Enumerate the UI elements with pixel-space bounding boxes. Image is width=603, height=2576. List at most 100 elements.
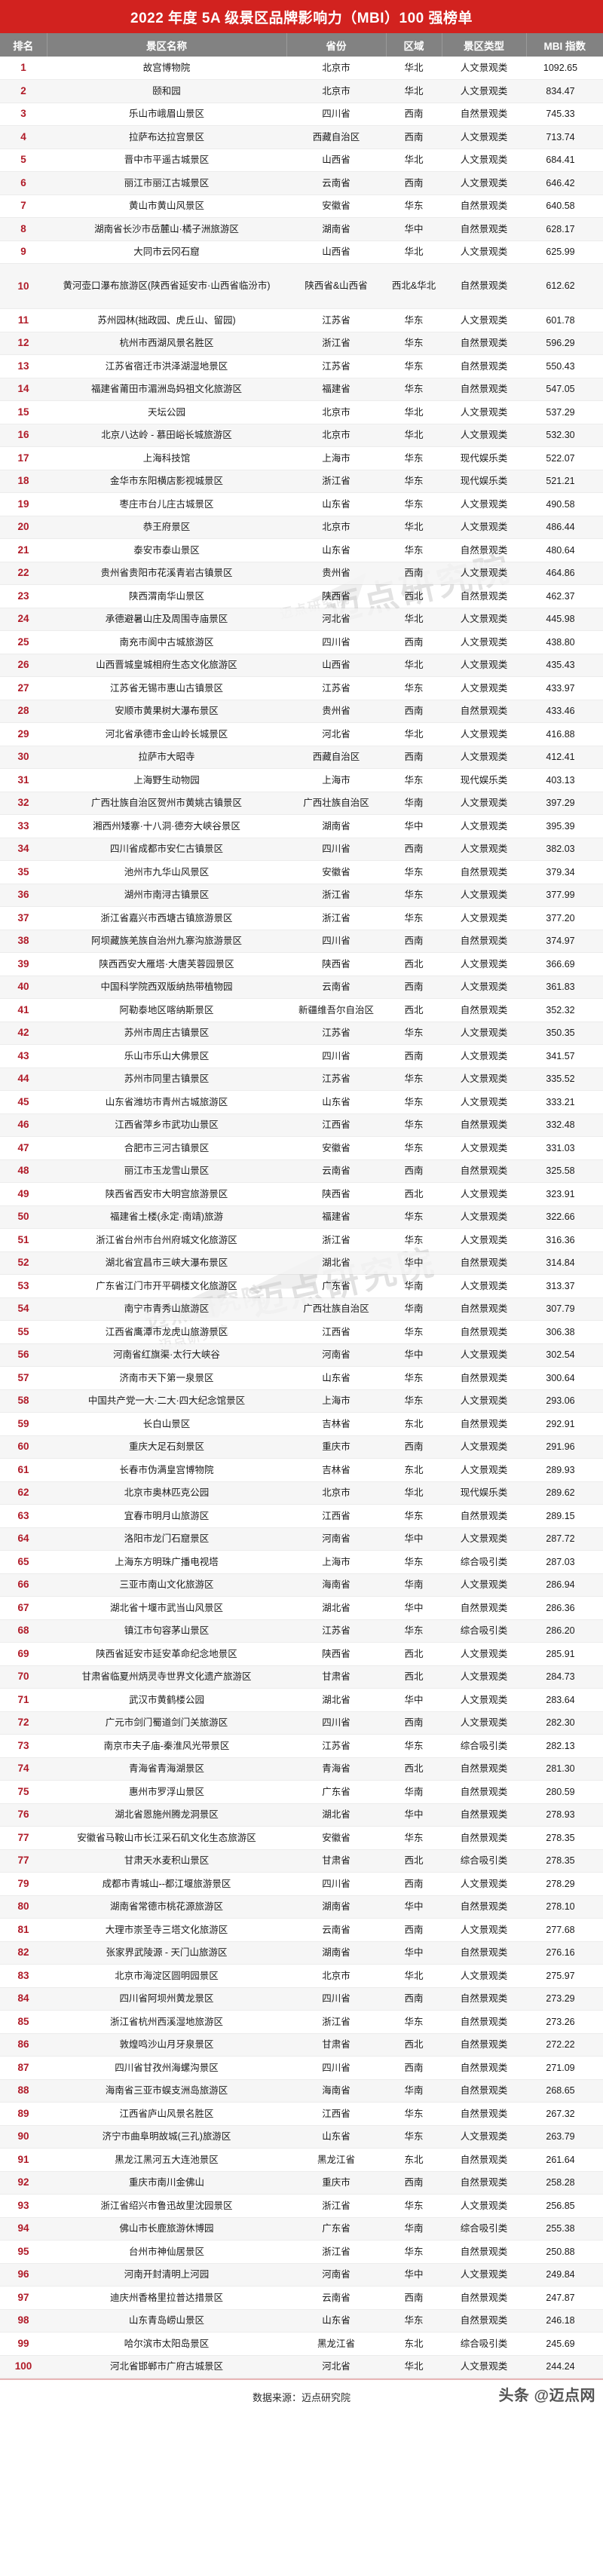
table-row[interactable]: 90 济宁市曲阜明故城(三孔)旅游区 山东省 华东 人文景观类 263.79 bbox=[0, 2125, 603, 2149]
table-row[interactable]: 82 张家界武陵源 - 天门山旅游区 湖南省 华中 自然景观类 276.16 bbox=[0, 1941, 603, 1965]
table-row[interactable]: 66 三亚市南山文化旅游区 海南省 华南 人文景观类 286.94 bbox=[0, 1573, 603, 1597]
table-row[interactable]: 96 河南开封清明上河园 河南省 华中 人文景观类 249.84 bbox=[0, 2263, 603, 2287]
table-row[interactable]: 44 苏州市同里古镇景区 江苏省 华东 人文景观类 335.52 bbox=[0, 1067, 603, 1091]
table-row[interactable]: 92 重庆市南川金佛山 重庆市 西南 自然景观类 258.28 bbox=[0, 2171, 603, 2195]
table-row[interactable]: 40 中国科学院西双版纳热带植物园 云南省 西南 人文景观类 361.83 bbox=[0, 976, 603, 999]
table-row[interactable]: 22 贵州省贵阳市花溪青岩古镇景区 贵州省 西南 人文景观类 464.86 bbox=[0, 562, 603, 585]
table-row[interactable]: 26 山西晋城皇城相府生态文化旅游区 山西省 华北 人文景观类 435.43 bbox=[0, 654, 603, 677]
table-row[interactable]: 89 江西省庐山风景名胜区 江西省 华东 自然景观类 267.32 bbox=[0, 2102, 603, 2126]
table-row[interactable]: 70 甘肃省临夏州炳灵寺世界文化遗产旅游区 甘肃省 西北 人文景观类 284.73 bbox=[0, 1665, 603, 1689]
table-row[interactable]: 32 广西壮族自治区贺州市黄姚古镇景区 广西壮族自治区 华南 人文景观类 397.29 bbox=[0, 792, 603, 815]
table-row[interactable]: 42 苏州市周庄古镇景区 江苏省 华东 人文景观类 350.35 bbox=[0, 1022, 603, 1045]
table-row[interactable]: 15 天坛公园 北京市 华北 人文景观类 537.29 bbox=[0, 400, 603, 424]
table-row[interactable]: 20 恭王府景区 北京市 华北 人文景观类 486.44 bbox=[0, 516, 603, 539]
table-row[interactable]: 34 四川省成都市安仁古镇景区 四川省 西南 人文景观类 382.03 bbox=[0, 838, 603, 861]
table-row[interactable]: 50 福建省土楼(永定·南靖)旅游 福建省 华东 人文景观类 322.66 bbox=[0, 1205, 603, 1229]
table-row[interactable]: 77 安徽省马鞍山市长江采石矶文化生态旅游区 安徽省 华东 自然景观类 278.35 bbox=[0, 1826, 603, 1850]
table-row[interactable]: 81 大理市崇圣寺三塔文化旅游区 云南省 西南 人文景观类 277.68 bbox=[0, 1918, 603, 1942]
table-row[interactable]: 23 陕西渭南华山景区 陕西省 西北 自然景观类 462.37 bbox=[0, 584, 603, 608]
table-row[interactable]: 79 成都市青城山--都江堰旅游景区 四川省 西南 人文景观类 278.29 bbox=[0, 1872, 603, 1896]
table-row[interactable]: 72 广元市剑门蜀道剑门关旅游区 四川省 西南 人文景观类 282.30 bbox=[0, 1711, 603, 1735]
table-row[interactable]: 99 哈尔滨市太阳岛景区 黑龙江省 东北 综合吸引类 245.69 bbox=[0, 2332, 603, 2356]
table-row[interactable]: 98 山东青岛崂山景区 山东省 华东 自然景观类 246.18 bbox=[0, 2309, 603, 2332]
table-row[interactable]: 47 合肥市三河古镇景区 安徽省 华东 人文景观类 331.03 bbox=[0, 1136, 603, 1160]
table-row[interactable]: 24 承德避暑山庄及周围寺庙景区 河北省 华北 人文景观类 445.98 bbox=[0, 608, 603, 631]
column-header-region[interactable]: 区域 bbox=[386, 33, 442, 57]
column-header-type[interactable]: 景区类型 bbox=[442, 33, 527, 57]
table-row[interactable]: 2 颐和园 北京市 华北 人文景观类 834.47 bbox=[0, 79, 603, 103]
table-row[interactable]: 75 惠州市罗浮山景区 广东省 华南 自然景观类 280.59 bbox=[0, 1780, 603, 1804]
table-row[interactable]: 35 池州市九华山风景区 安徽省 华东 自然景观类 379.34 bbox=[0, 860, 603, 884]
table-row[interactable]: 88 海南省三亚市蜈支洲岛旅游区 海南省 华南 自然景观类 268.65 bbox=[0, 2079, 603, 2103]
table-row[interactable]: 95 台州市神仙居景区 浙江省 华东 自然景观类 250.88 bbox=[0, 2240, 603, 2264]
table-row[interactable]: 29 河北省承德市金山岭长城景区 河北省 华北 人文景观类 416.88 bbox=[0, 722, 603, 746]
table-row[interactable]: 36 湖州市南浔古镇景区 浙江省 华东 人文景观类 377.99 bbox=[0, 884, 603, 907]
table-row[interactable]: 68 镇江市句容茅山景区 江苏省 华东 综合吸引类 286.20 bbox=[0, 1619, 603, 1643]
table-row[interactable]: 73 南京市夫子庙-秦淮风光带景区 江苏省 华东 综合吸引类 282.13 bbox=[0, 1734, 603, 1758]
table-row[interactable]: 55 江西省鹰潭市龙虎山旅游景区 江西省 华东 自然景观类 306.38 bbox=[0, 1320, 603, 1344]
table-row[interactable]: 46 江西省萍乡市武功山景区 江西省 华东 自然景观类 332.48 bbox=[0, 1113, 603, 1137]
table-row[interactable]: 31 上海野生动物园 上海市 华东 现代娱乐类 403.13 bbox=[0, 768, 603, 792]
table-row[interactable]: 54 南宁市青秀山旅游区 广西壮族自治区 华南 自然景观类 307.79 bbox=[0, 1297, 603, 1321]
table-row[interactable]: 43 乐山市乐山大佛景区 四川省 西南 人文景观类 341.57 bbox=[0, 1044, 603, 1068]
table-row[interactable]: 87 四川省甘孜州海螺沟景区 四川省 西南 自然景观类 271.09 bbox=[0, 2056, 603, 2080]
table-row[interactable]: 69 陕西省延安市延安革命纪念地景区 陕西省 西北 人文景观类 285.91 bbox=[0, 1642, 603, 1666]
table-row[interactable]: 84 四川省阿坝州黄龙景区 四川省 西南 自然景观类 273.29 bbox=[0, 1987, 603, 2011]
table-row[interactable]: 94 佛山市长鹿旅游休博园 广东省 华南 综合吸引类 255.38 bbox=[0, 2217, 603, 2241]
table-row[interactable]: 18 金华市东阳横店影视城景区 浙江省 华东 现代娱乐类 521.21 bbox=[0, 470, 603, 493]
table-row[interactable]: 53 广东省江门市开平碉楼文化旅游区 广东省 华南 人文景观类 313.37 bbox=[0, 1274, 603, 1298]
table-row[interactable]: 97 迪庆州香格里拉普达措景区 云南省 西南 自然景观类 247.87 bbox=[0, 2286, 603, 2310]
table-row[interactable]: 17 上海科技馆 上海市 华东 现代娱乐类 522.07 bbox=[0, 446, 603, 470]
table-row[interactable]: 67 湖北省十堰市武当山风景区 湖北省 华中 自然景观类 286.36 bbox=[0, 1596, 603, 1620]
table-row[interactable]: 38 阿坝藏族羌族自治州九寨沟旅游景区 四川省 西南 自然景观类 374.97 bbox=[0, 930, 603, 953]
table-row[interactable]: 16 北京八达岭 - 慕田峪长城旅游区 北京市 华北 人文景观类 532.30 bbox=[0, 424, 603, 447]
column-header-province[interactable]: 省份 bbox=[286, 33, 387, 57]
table-row[interactable]: 86 敦煌鸣沙山月牙泉景区 甘肃省 西北 自然景观类 272.22 bbox=[0, 2033, 603, 2057]
table-row[interactable]: 13 江苏省宿迁市洪泽湖湿地景区 江苏省 华东 自然景观类 550.43 bbox=[0, 354, 603, 378]
table-row[interactable]: 100 河北省邯郸市广府古城景区 河北省 华北 人文景观类 244.24 bbox=[0, 2355, 603, 2378]
table-row[interactable]: 63 宜春市明月山旅游区 江西省 华东 自然景观类 289.15 bbox=[0, 1504, 603, 1528]
table-row[interactable]: 61 长春市伪满皇宫博物院 吉林省 东北 人文景观类 289.93 bbox=[0, 1458, 603, 1482]
table-row[interactable]: 6 丽江市丽江古城景区 云南省 西南 人文景观类 646.42 bbox=[0, 171, 603, 195]
table-row[interactable]: 30 拉萨市大昭寺 西藏自治区 西南 人文景观类 412.41 bbox=[0, 746, 603, 769]
table-row[interactable]: 9 大同市云冈石窟 山西省 华北 人文景观类 625.99 bbox=[0, 240, 603, 264]
table-row[interactable]: 48 丽江市玉龙雪山景区 云南省 西南 自然景观类 325.58 bbox=[0, 1159, 603, 1183]
table-row[interactable]: 85 浙江省杭州西溪湿地旅游区 浙江省 华东 自然景观类 273.26 bbox=[0, 2010, 603, 2034]
table-row[interactable]: 27 江苏省无锡市惠山古镇景区 江苏省 华东 人文景观类 433.97 bbox=[0, 676, 603, 700]
table-row[interactable]: 93 浙江省绍兴市鲁迅故里沈园景区 浙江省 华东 人文景观类 256.85 bbox=[0, 2194, 603, 2218]
table-row[interactable]: 49 陕西省西安市大明宫旅游景区 陕西省 西北 人文景观类 323.91 bbox=[0, 1182, 603, 1206]
table-row[interactable]: 76 湖北省恩施州腾龙洞景区 湖北省 华中 自然景观类 278.93 bbox=[0, 1803, 603, 1827]
table-row[interactable]: 5 晋中市平遥古城景区 山西省 华北 人文景观类 684.41 bbox=[0, 149, 603, 172]
table-row[interactable]: 3 乐山市峨眉山景区 四川省 西南 自然景观类 745.33 bbox=[0, 103, 603, 126]
table-row[interactable]: 1 故宫博物院 北京市 华北 人文景观类 1092.65 bbox=[0, 57, 603, 80]
table-row[interactable]: 19 枣庄市台儿庄古城景区 山东省 华东 人文景观类 490.58 bbox=[0, 492, 603, 516]
table-row[interactable]: 33 湘西州矮寨·十八洞·德夯大峡谷景区 湖南省 华中 人文景观类 395.39 bbox=[0, 814, 603, 838]
table-row[interactable]: 7 黄山市黄山风景区 安徽省 华东 自然景观类 640.58 bbox=[0, 195, 603, 218]
table-row[interactable]: 59 长白山景区 吉林省 东北 自然景观类 292.91 bbox=[0, 1412, 603, 1436]
table-row[interactable]: 71 武汉市黄鹤楼公园 湖北省 华中 人文景观类 283.64 bbox=[0, 1688, 603, 1712]
table-row[interactable]: 80 湖南省常德市桃花源旅游区 湖南省 华中 自然景观类 278.10 bbox=[0, 1895, 603, 1919]
table-row[interactable]: 58 中国共产党一大·二大·四大纪念馆景区 上海市 华东 人文景观类 293.06 bbox=[0, 1389, 603, 1413]
table-row[interactable]: 8 湖南省长沙市岳麓山·橘子洲旅游区 湖南省 华中 自然景观类 628.17 bbox=[0, 217, 603, 241]
table-row[interactable]: 45 山东省潍坊市青州古城旅游区 山东省 华东 人文景观类 333.21 bbox=[0, 1090, 603, 1114]
table-row[interactable]: 62 北京市奥林匹克公园 北京市 华北 现代娱乐类 289.62 bbox=[0, 1481, 603, 1505]
table-row[interactable]: 28 安顺市黄果树大瀑布景区 贵州省 西南 自然景观类 433.46 bbox=[0, 700, 603, 723]
table-row[interactable]: 56 河南省红旗渠·太行大峡谷 河南省 华中 人文景观类 302.54 bbox=[0, 1343, 603, 1367]
table-row[interactable]: 52 湖北省宜昌市三峡大瀑布景区 湖北省 华中 自然景观类 314.84 bbox=[0, 1251, 603, 1275]
table-row[interactable]: 25 南充市阆中古城旅游区 四川省 西南 人文景观类 438.80 bbox=[0, 630, 603, 654]
table-row[interactable]: 37 浙江省嘉兴市西塘古镇旅游景区 浙江省 华东 人文景观类 377.20 bbox=[0, 906, 603, 930]
table-row[interactable]: 12 杭州市西湖风景名胜区 浙江省 华东 自然景观类 596.29 bbox=[0, 332, 603, 355]
table-row[interactable]: 51 浙江省台州市台州府城文化旅游区 浙江省 华东 人文景观类 316.36 bbox=[0, 1228, 603, 1252]
table-row[interactable]: 10 黄河壶口瀑布旅游区(陕西省延安市·山西省临汾市) 陕西省&山西省 西北&华北 自然… bbox=[0, 263, 603, 309]
table-row[interactable]: 4 拉萨布达拉宫景区 西藏自治区 西南 人文景观类 713.74 bbox=[0, 125, 603, 149]
table-row[interactable]: 11 苏州园林(拙政园、虎丘山、留园) 江苏省 华东 人文景观类 601.78 bbox=[0, 308, 603, 332]
column-header-name[interactable]: 景区名称 bbox=[47, 33, 287, 57]
table-row[interactable]: 60 重庆大足石刻景区 重庆市 西南 人文景观类 291.96 bbox=[0, 1435, 603, 1459]
column-header-rank[interactable]: 排名 bbox=[0, 33, 47, 57]
table-row[interactable]: 57 济南市天下第一泉景区 山东省 华东 自然景观类 300.64 bbox=[0, 1366, 603, 1390]
table-row[interactable]: 91 黑龙江黑河五大连池景区 黑龙江省 东北 自然景观类 261.64 bbox=[0, 2148, 603, 2172]
table-row[interactable]: 65 上海东方明珠广播电视塔 上海市 华东 综合吸引类 287.03 bbox=[0, 1550, 603, 1574]
table-row[interactable]: 14 福建省莆田市湄洲岛妈祖文化旅游区 福建省 华东 自然景观类 547.05 bbox=[0, 378, 603, 401]
column-header-mbi[interactable]: MBI 指数 bbox=[526, 33, 603, 57]
table-row[interactable]: 64 洛阳市龙门石窟景区 河南省 华中 人文景观类 287.72 bbox=[0, 1527, 603, 1551]
